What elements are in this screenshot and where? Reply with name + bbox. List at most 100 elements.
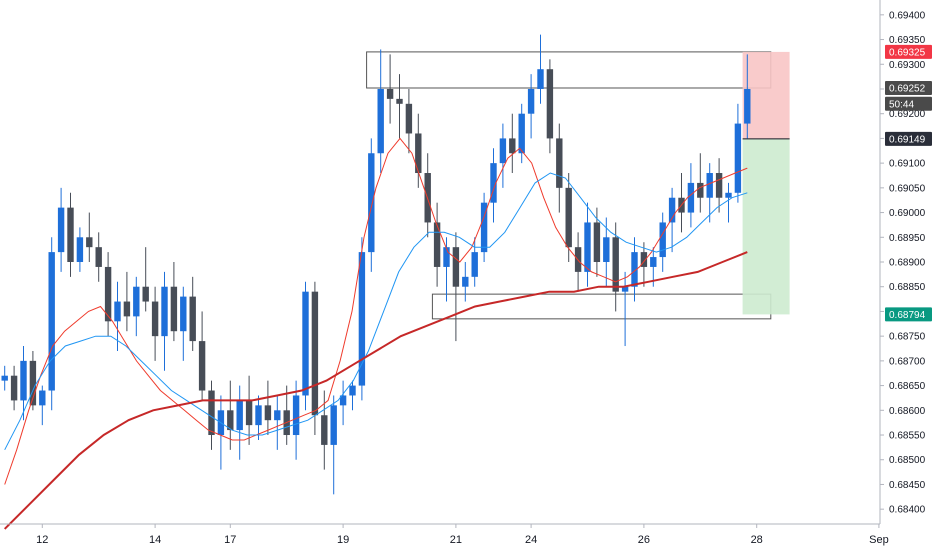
candle-body (67, 207, 74, 262)
price-tick-label: 0.68850 (889, 282, 926, 293)
candle-body (368, 153, 375, 253)
time-axis[interactable]: 12 14 17 19 21 24 26 28 Sep (36, 524, 889, 546)
price-label-text: 0.69252 (889, 83, 926, 94)
candle-body (358, 252, 366, 386)
candle-body (386, 88, 394, 99)
candle-body (48, 252, 55, 391)
candle-body (39, 390, 46, 406)
candle-body (621, 286, 629, 292)
candle-body (1, 375, 8, 381)
time-tick-label: 17 (224, 534, 236, 546)
price-label-box (885, 80, 932, 95)
candle-body (377, 88, 384, 154)
candle-body (443, 247, 450, 267)
price-tick-label: 0.68950 (889, 233, 926, 244)
price-tick-label: 0.69350 (889, 35, 926, 46)
price-label-text: 0.69325 (889, 47, 926, 58)
price-tick-label: 0.68450 (889, 480, 926, 491)
time-tick-label: 28 (751, 534, 763, 546)
price-label-box (885, 131, 932, 146)
candle-body (546, 69, 554, 139)
candle-body (198, 341, 206, 391)
price-tick-label: 0.68700 (889, 356, 926, 367)
candle-body (527, 88, 535, 114)
candle-body (339, 395, 347, 406)
take-profit-zone (742, 138, 790, 315)
candle-body (415, 133, 422, 174)
candle-body (86, 237, 93, 248)
candle-body (245, 400, 253, 426)
moving-averages-layer (3, 137, 748, 530)
time-tick-label: Sep (869, 534, 889, 546)
candle-body (659, 222, 666, 258)
candle-body (480, 202, 488, 253)
price-tick-label: 0.69200 (889, 109, 926, 120)
candle-body (10, 375, 18, 401)
candle-body (151, 301, 159, 337)
candle-body (640, 252, 648, 267)
candle-body (142, 286, 149, 302)
price-tick-label: 0.68900 (889, 258, 926, 269)
candle-body (462, 276, 469, 287)
candle-body (133, 286, 140, 317)
candle-body (584, 222, 591, 272)
price-labels: 0.69325 0.69252 50:44 0.69149 0.68794 (885, 44, 932, 322)
price-label-text: 50:44 (889, 99, 914, 110)
candle-body (236, 400, 243, 431)
candle-body (612, 237, 619, 292)
price-tick-label: 0.68500 (889, 455, 926, 466)
candle-body (114, 301, 121, 322)
candle-body (509, 138, 516, 154)
candle-body (697, 182, 704, 198)
candle-body (565, 187, 572, 248)
price-tick-label: 0.69400 (889, 10, 926, 21)
fast-ma-line (4, 137, 748, 485)
candle-body (95, 247, 102, 267)
time-tick-label: 21 (450, 534, 462, 546)
price-label-text: 0.68794 (889, 310, 926, 321)
price-label-text: 0.69149 (889, 134, 926, 145)
price-tick-label: 0.68400 (889, 505, 926, 516)
candle-body (405, 103, 413, 134)
time-tick-label: 19 (337, 534, 349, 546)
candle-body (631, 252, 638, 287)
candle-body (20, 360, 27, 401)
price-tick-label: 0.69050 (889, 183, 926, 194)
candle-body (208, 390, 215, 436)
candle-body (311, 291, 319, 416)
candle-body (499, 138, 507, 164)
candle-body (471, 252, 478, 277)
price-tick-label: 0.69100 (889, 159, 926, 170)
mid-ma-line (4, 172, 748, 451)
price-tick-label: 0.68600 (889, 406, 926, 417)
candle-body (518, 113, 525, 154)
slow-ma-line (3, 251, 748, 530)
candle-body (292, 395, 300, 436)
time-tick-label: 24 (525, 534, 537, 546)
candle-body (274, 410, 281, 421)
price-tick-label: 0.68550 (889, 431, 926, 442)
candle-body (396, 98, 403, 104)
candle-body (603, 237, 610, 262)
candle-body (650, 257, 657, 267)
price-label-box (885, 44, 932, 59)
candle-body (255, 405, 262, 426)
candle-body (189, 296, 196, 342)
candle-body (668, 197, 676, 223)
candle-body (302, 291, 309, 396)
price-label-box (885, 96, 932, 111)
candle-body (744, 88, 751, 124)
price-tick-label: 0.68750 (889, 332, 926, 343)
price-tick-label: 0.69300 (889, 60, 926, 71)
candle-body (123, 301, 131, 317)
candle-body (170, 286, 178, 332)
time-tick-label: 14 (149, 534, 161, 546)
candle-body (734, 123, 742, 193)
candle-body (104, 266, 112, 322)
candle-body (593, 222, 601, 262)
candle-body (452, 247, 460, 287)
price-tick-label: 0.69000 (889, 208, 926, 219)
